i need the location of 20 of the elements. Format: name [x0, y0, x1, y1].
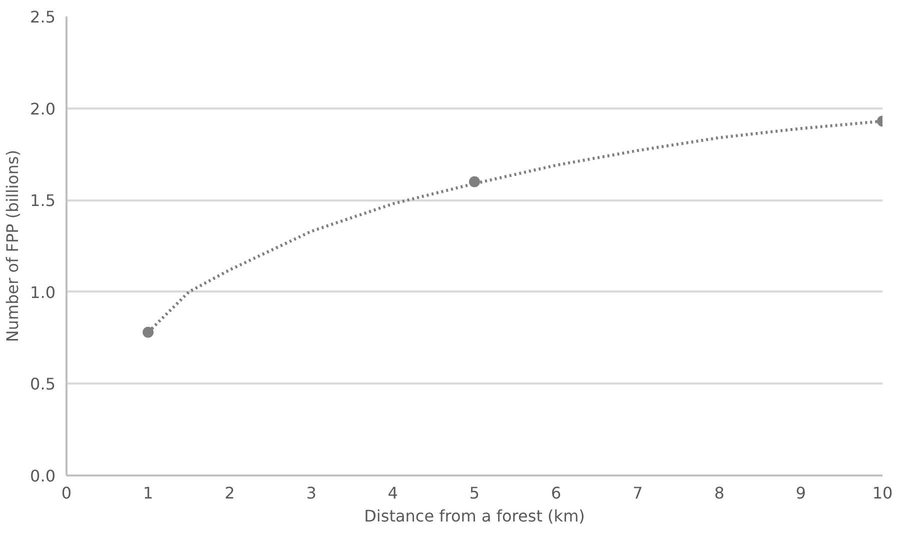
x-tick-label: 8 — [714, 484, 724, 502]
x-tick-label: 0 — [61, 484, 72, 502]
y-tick-label: 0.5 — [30, 374, 56, 394]
point — [142, 326, 154, 338]
x-tick-label: 1 — [143, 484, 154, 502]
x-tick-label: 2 — [224, 484, 235, 502]
x-tick-label: 6 — [551, 484, 562, 502]
x-tick-label: 5 — [469, 484, 480, 502]
x-tick-label: 3 — [306, 484, 316, 502]
y-tick-label: 0.0 — [30, 466, 56, 486]
x-tick-label: 10 — [872, 484, 893, 502]
y-tick-label: 1.0 — [30, 282, 56, 302]
x-tick-label: 9 — [796, 484, 806, 502]
x-tick-label: 7 — [632, 484, 643, 502]
x-tick-label: 4 — [388, 484, 398, 502]
x-axis-title: Distance from a forest (km) — [364, 506, 585, 526]
y-tick-label: 2.0 — [30, 99, 56, 118]
y-tick-label: 2.5 — [30, 8, 56, 26]
y-tick-label: 1.5 — [30, 191, 56, 210]
y-axis-title: Number of FPP (billions) — [3, 150, 22, 342]
